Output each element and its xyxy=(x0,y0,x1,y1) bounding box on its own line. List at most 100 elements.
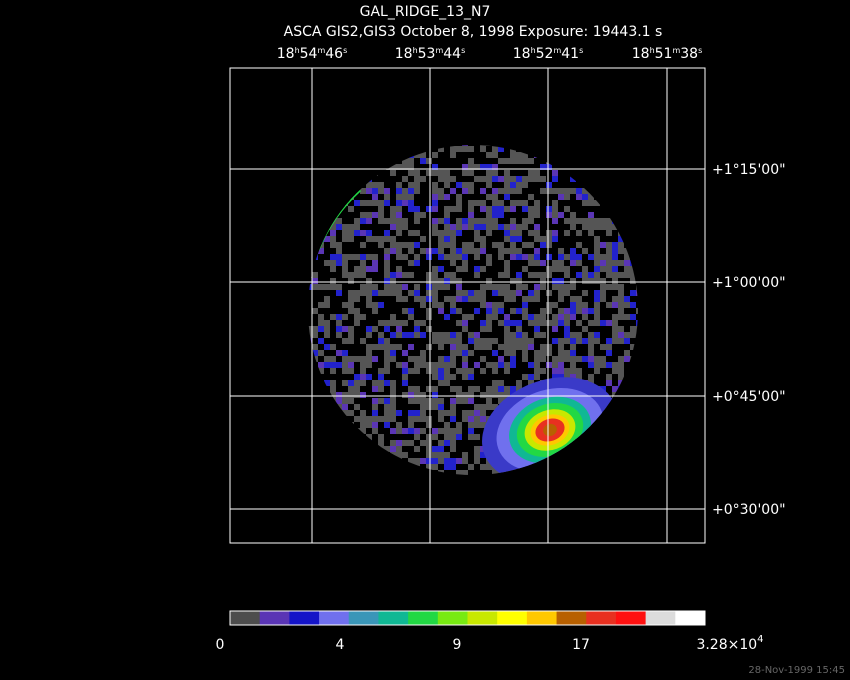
pixel xyxy=(456,434,462,440)
pixel xyxy=(426,470,432,475)
pixel xyxy=(372,428,378,434)
pixel xyxy=(354,254,360,260)
colorbar-frame xyxy=(229,610,706,626)
pixel xyxy=(594,464,600,470)
pixel xyxy=(606,344,612,350)
pixel xyxy=(618,314,624,320)
pixel xyxy=(462,356,468,362)
pixel xyxy=(420,332,426,338)
pixel xyxy=(510,146,516,152)
pixel xyxy=(486,302,492,308)
pixel xyxy=(414,428,420,434)
pixel xyxy=(390,398,396,404)
pixel xyxy=(444,194,450,200)
pixel xyxy=(468,314,474,320)
pixel xyxy=(402,158,408,164)
pixel xyxy=(486,404,492,410)
pixel xyxy=(642,410,648,416)
pixel xyxy=(468,296,474,302)
pixel xyxy=(570,176,576,182)
pixel xyxy=(450,224,456,230)
pixel xyxy=(588,230,594,236)
pixel xyxy=(624,254,630,260)
subtitle: ASCA GIS2,GIS3 October 8, 1998 Exposure:… xyxy=(284,24,663,40)
pixel xyxy=(528,176,534,182)
pixel xyxy=(444,236,450,242)
pixel xyxy=(432,302,438,308)
pixel xyxy=(498,356,504,362)
pixel xyxy=(474,452,480,458)
pixel xyxy=(570,344,576,350)
pixel xyxy=(336,170,342,176)
pixel xyxy=(576,260,582,266)
pixel xyxy=(354,200,360,206)
pixel xyxy=(462,290,468,296)
pixel xyxy=(600,356,606,362)
pixel xyxy=(372,236,378,242)
pixel xyxy=(438,194,444,200)
pixel xyxy=(384,410,390,416)
pixel xyxy=(468,170,474,176)
pixel xyxy=(330,440,336,446)
pixel xyxy=(444,254,450,260)
pixel xyxy=(360,416,366,422)
pixel xyxy=(366,284,372,290)
pixel xyxy=(462,452,468,458)
pixel xyxy=(492,470,498,475)
pixel xyxy=(588,272,594,278)
pixel xyxy=(396,230,402,236)
colorbar-cell xyxy=(556,611,587,625)
pixel xyxy=(390,386,396,392)
pixel xyxy=(348,272,354,278)
pixel xyxy=(540,308,546,314)
colorbar-label-part: 9 xyxy=(453,637,462,653)
pixel xyxy=(378,290,384,296)
pixel xyxy=(462,350,468,356)
pixel xyxy=(540,320,546,326)
pixel xyxy=(612,386,618,392)
pixel xyxy=(354,308,360,314)
pixel xyxy=(432,464,438,470)
pixel xyxy=(414,242,420,248)
pixel xyxy=(564,230,570,236)
pixel xyxy=(414,152,420,158)
pixel xyxy=(648,212,654,218)
pixel xyxy=(360,188,366,194)
pixel xyxy=(630,404,636,410)
pixel xyxy=(618,368,624,374)
pixel xyxy=(540,356,546,362)
pixel xyxy=(522,344,528,350)
pixel xyxy=(384,404,390,410)
pixel xyxy=(324,332,330,338)
pixel xyxy=(396,452,402,458)
pixel xyxy=(378,344,384,350)
pixel xyxy=(588,146,594,152)
pixel xyxy=(492,194,498,200)
pixel xyxy=(606,170,612,176)
pixel xyxy=(456,146,462,152)
pixel xyxy=(308,218,312,224)
pixel xyxy=(438,374,444,380)
pixel xyxy=(300,446,306,452)
pixel xyxy=(432,278,438,284)
pixel xyxy=(606,248,612,254)
pixel xyxy=(456,278,462,284)
pixel xyxy=(408,386,414,392)
pixel xyxy=(492,176,498,182)
pixel xyxy=(432,248,438,254)
pixel xyxy=(420,440,426,446)
pixel xyxy=(606,470,612,475)
colorbar-cell xyxy=(408,611,439,625)
pixel xyxy=(588,470,594,475)
pixel xyxy=(378,212,384,218)
pixel xyxy=(402,428,408,434)
pixel xyxy=(558,374,564,380)
pixel xyxy=(576,152,582,158)
pixel xyxy=(414,356,420,362)
pixel xyxy=(462,145,468,146)
pixel xyxy=(642,296,648,302)
pixel xyxy=(582,308,588,314)
colorbar-cell xyxy=(437,611,468,625)
pixel xyxy=(324,422,330,428)
pixel xyxy=(600,188,606,194)
